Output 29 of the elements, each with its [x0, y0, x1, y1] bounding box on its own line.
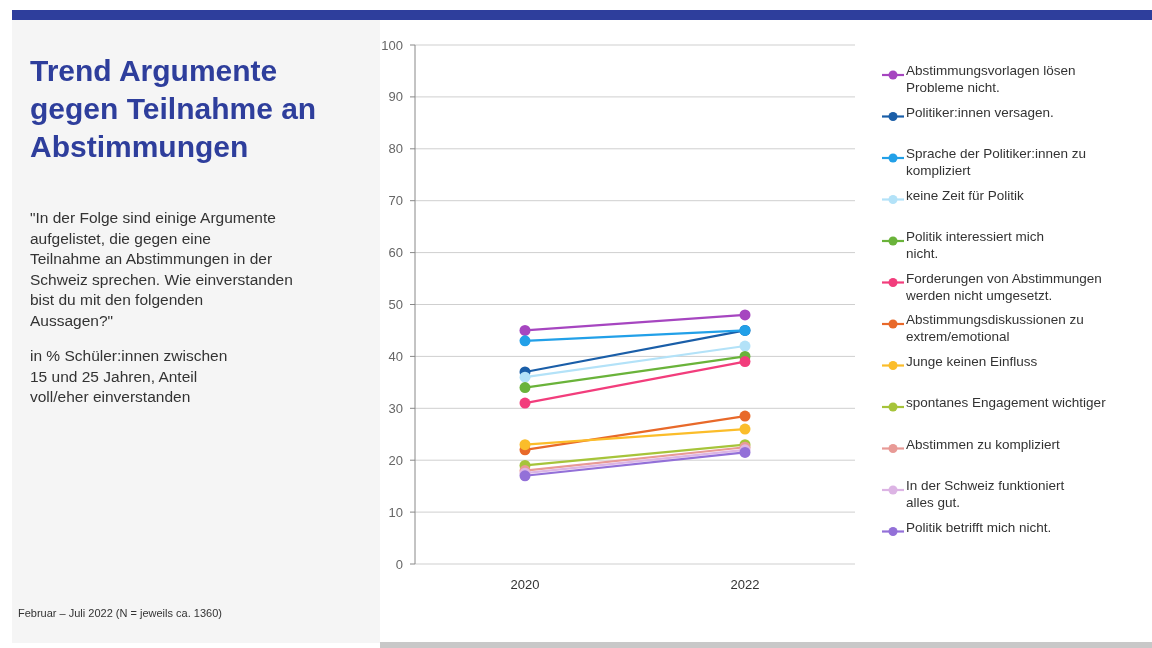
y-tick-label: 50 — [388, 297, 403, 313]
legend-label: keine Zeit für Politik — [906, 187, 1025, 203]
legend-label: Politik betrifft mich nicht. — [906, 519, 1052, 535]
x-tick-label: 2020 — [510, 577, 540, 592]
y-tick-label: 10 — [388, 504, 403, 520]
x-tick-label: 2022 — [730, 577, 760, 592]
y-tick-label: 60 — [388, 245, 403, 261]
legend-label: Forderungen von Abstimmungen werden nicht umgesetzt. — [905, 270, 1102, 303]
legend-label: Abstimmungsvorlagen lösen Probleme nicht. — [906, 63, 1076, 95]
y-tick-label: 80 — [388, 141, 403, 157]
y-tick-label: 0 — [395, 556, 403, 572]
y-tick-label: 90 — [388, 89, 403, 105]
legend-label: Politik interessiert mich nicht. — [906, 229, 1045, 261]
y-tick-label: 20 — [388, 452, 403, 468]
y-tick-label: 30 — [388, 400, 403, 416]
text: "In der Folge sind einige Argumente aufgelistet, die gegen eine Teilnahme an Abstimmungen in der Schweiz sprechen. Wie einverstanden bist du mit den folgenden Aussagen?" — [30, 209, 293, 329]
legend-label: In der Schweiz funktioniert alles gut. — [906, 478, 1065, 510]
legend-label: Abstimmungsdiskussionen zu extrem/emotional — [906, 312, 1084, 344]
y-tick-label: 40 — [388, 348, 403, 364]
legend-label: Politiker:innen versagen. — [906, 104, 1054, 120]
text: Trend Argumente gegen Teilnahme an Abstimmungen — [30, 54, 317, 163]
y-tick-label: 100 — [381, 37, 403, 53]
legend-label: Junge keinen Einfluss — [906, 353, 1038, 369]
legend-label: spontanes Engagement wichtiger — [906, 395, 1107, 410]
legend-label: Sprache der Politiker:innen zu kompliziert — [906, 146, 1087, 178]
y-tick-label: 70 — [388, 193, 403, 209]
text: in % Schüler:innen zwischen 15 und 25 Jahren, Anteil voll/eher einverstanden — [30, 347, 228, 405]
legend-label: Abstimmen zu kompliziert — [906, 436, 1061, 452]
text: Februar – Juli 2022 (N = jeweils ca. 1360) — [18, 607, 222, 619]
